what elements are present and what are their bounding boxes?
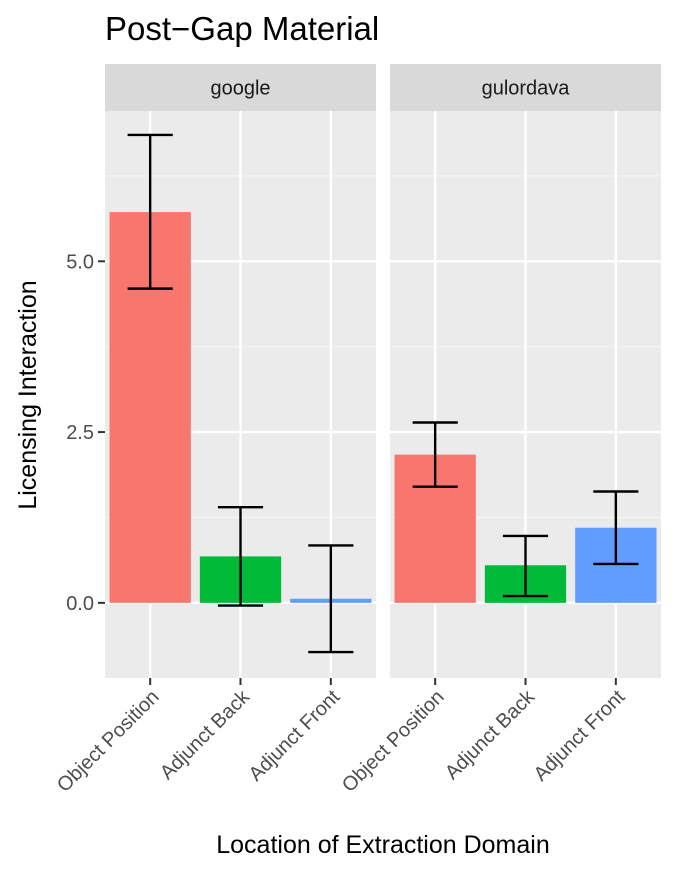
facet-strip-label-gulordava: gulordava <box>482 78 571 100</box>
error-bar-google-2 <box>308 544 354 654</box>
y-axis: 0.0 2.5 5.0 <box>66 251 105 615</box>
x-tick-label: Adjunct Back <box>441 685 540 784</box>
error-bar-gulordava-2 <box>593 490 639 566</box>
y-tick-label: 5.0 <box>66 251 94 273</box>
x-tick-label: Object Position <box>338 686 449 797</box>
x-tick-label: Adjunct Front <box>530 686 630 786</box>
chart-title: Post−Gap Material <box>105 10 379 47</box>
error-bar-gulordava-0 <box>412 421 458 488</box>
error-bar-google-1 <box>217 506 264 607</box>
x-axis-label: Location of Extraction Domain <box>216 831 550 859</box>
facet-strip <box>390 64 661 111</box>
x-tick-label: Adjunct Front <box>245 686 345 786</box>
error-bar-gulordava-1 <box>502 534 549 598</box>
x-tick-label: Adjunct Back <box>156 685 255 784</box>
facet-strip <box>105 64 376 111</box>
y-tick-label: 0.0 <box>66 593 94 615</box>
y-axis-label: Licensing Interaction <box>14 280 42 509</box>
x-tick-label: Object Position <box>53 686 164 797</box>
facet-strip-label-google: google <box>210 78 270 100</box>
error-bar-google-0 <box>127 133 173 290</box>
y-tick-label: 2.5 <box>66 422 94 444</box>
